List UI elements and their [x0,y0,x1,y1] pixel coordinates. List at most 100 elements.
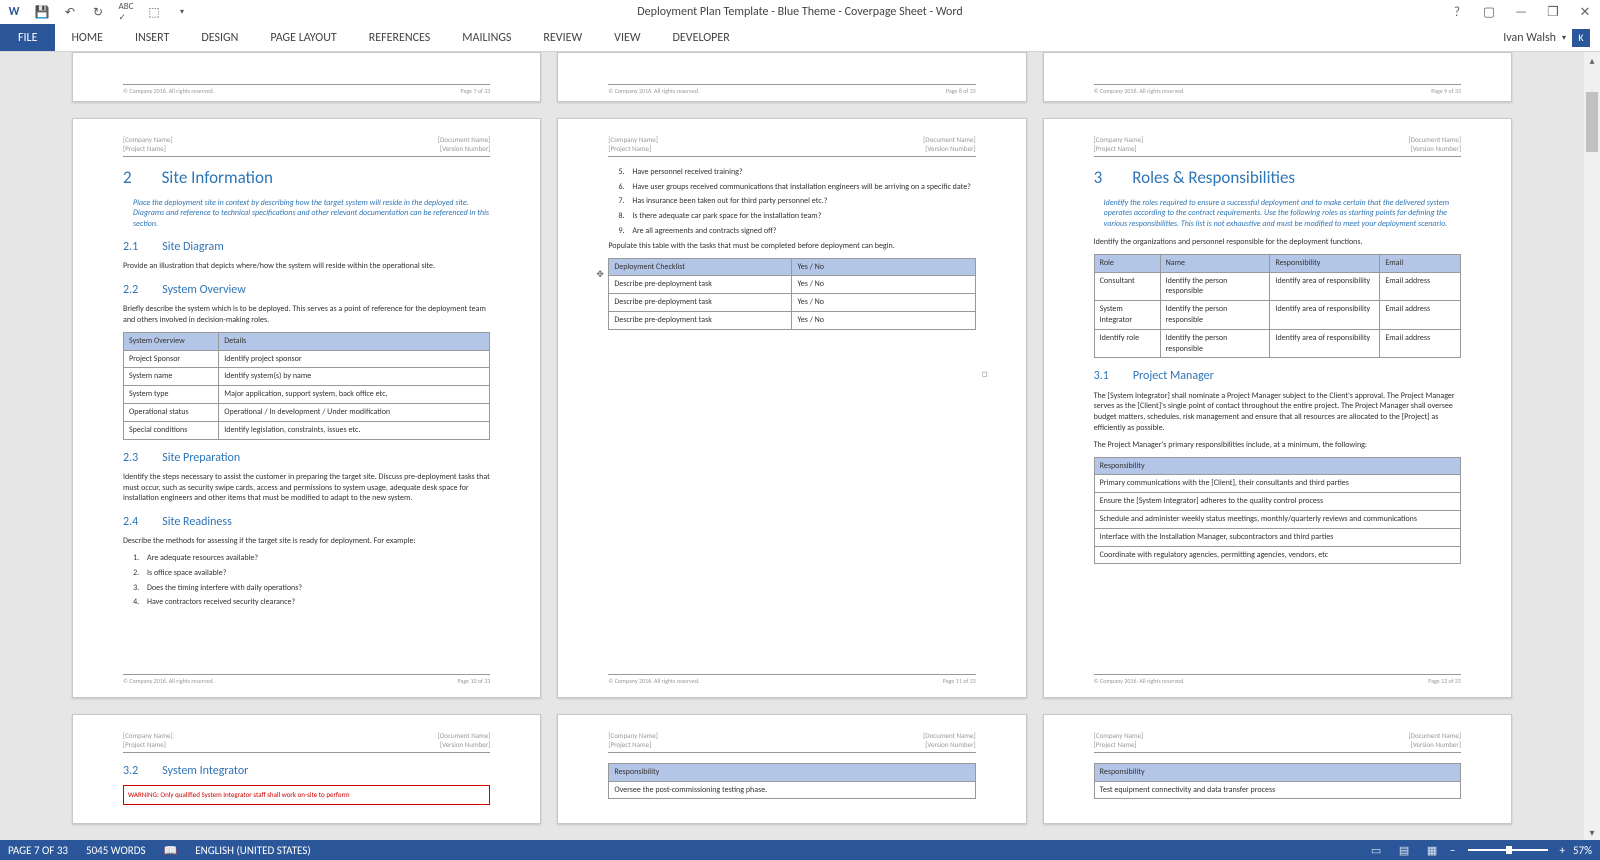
footer-copyright: © Company 2016. All rights reserved. [608,677,699,685]
intro-note: Identify the roles required to ensure a … [1104,198,1461,229]
window-controls: ? ▢ — ❐ ✕ [1446,1,1596,23]
print-layout-icon[interactable]: ▤ [1394,842,1414,858]
td: Special conditions [124,421,219,439]
footer-page: Page 9 of 33 [1431,87,1461,95]
body-text: The [System Integrator] shall nominate a… [1094,391,1461,434]
proofing-icon[interactable]: 📖 [164,844,178,857]
h1-text: Roles & Responsibilities [1132,167,1295,190]
list-item: Have contractors received security clear… [141,597,490,608]
quick-access-toolbar: W 💾 ↶ ↻ ABC✓ ⬚ ▾ [0,2,192,22]
zoom-level[interactable]: 57% [1573,844,1592,857]
redo-icon[interactable]: ↻ [88,2,108,22]
help-icon[interactable]: ? [1446,1,1468,23]
tab-references[interactable]: REFERENCES [353,24,447,51]
user-avatar: K [1572,29,1590,47]
word-icon[interactable]: W [4,2,24,22]
ribbon-display-icon[interactable]: ▢ [1478,1,1500,23]
zoom-in-icon[interactable]: + [1560,844,1565,857]
tab-file[interactable]: FILE [0,24,55,51]
document-canvas[interactable]: © Company 2016. All rights reserved. Pag… [0,52,1584,840]
tab-pagelayout[interactable]: PAGE LAYOUT [254,24,352,51]
touch-mode-icon[interactable]: ⬚ [144,2,164,22]
status-words[interactable]: 5045 WORDS [86,844,146,857]
tab-home[interactable]: HOME [55,24,119,51]
td: Project Sponsor [124,350,219,368]
hdr-version: [Version Number] [925,740,975,749]
status-language[interactable]: ENGLISH (UNITED STATES) [195,844,310,857]
page-15-top: [Company Name][Project Name] [Document N… [1043,714,1512,824]
qat-dropdown-icon[interactable]: ▾ [172,2,192,22]
h2-num: 2.1 [123,239,138,255]
td: System type [124,386,219,404]
status-page[interactable]: PAGE 7 OF 33 [8,844,68,857]
body-text: Provide an illustration that depicts whe… [123,261,490,272]
deployment-checklist-table: Deployment ChecklistYes / No Describe pr… [608,258,975,330]
zoom-out-icon[interactable]: − [1450,844,1455,857]
footer-page: Page 11 of 33 [943,677,976,685]
tab-design[interactable]: DESIGN [185,24,254,51]
page-9-bottom: © Company 2016. All rights reserved. Pag… [1043,52,1512,102]
td: Email address [1380,329,1461,358]
footer-page: Page 12 of 33 [1428,677,1461,685]
close-icon[interactable]: ✕ [1574,1,1596,23]
page-8-bottom: © Company 2016. All rights reserved. Pag… [557,52,1026,102]
th: Yes / No [792,258,975,276]
h2-num: 2.3 [123,450,138,466]
hdr-project: [Project Name] [1094,144,1137,153]
th: System Overview [124,332,219,350]
list-item: Have user groups received communications… [626,182,975,193]
h2-num: 2.4 [123,514,138,530]
hdr-company: [Company Name] [1094,135,1144,144]
hdr-company: [Company Name] [1094,731,1144,740]
zoom-slider[interactable] [1468,849,1548,851]
td: Consultant [1094,272,1160,301]
tab-insert[interactable]: INSERT [119,24,185,51]
page-13-top: [Company Name][Project Name] [Document N… [72,714,541,824]
page-11: ✥ ◻ [Company Name][Project Name] [Docume… [557,118,1026,698]
statusbar: PAGE 7 OF 33 5045 WORDS 📖 ENGLISH (UNITE… [0,840,1600,860]
hdr-version: [Version Number] [925,144,975,153]
td: Schedule and administer weekly status me… [1094,510,1460,528]
tab-mailings[interactable]: MAILINGS [446,24,527,51]
list-item: Has insurance been taken out for third p… [626,196,975,207]
th: Deployment Checklist [609,258,792,276]
web-layout-icon[interactable]: ▦ [1422,842,1442,858]
body-text: Populate this table with the tasks that … [608,241,975,252]
save-icon[interactable]: 💾 [32,2,52,22]
tab-developer[interactable]: DEVELOPER [657,24,746,51]
footer-page: Page 10 of 33 [457,677,490,685]
hdr-docname: [Document Name] [923,135,976,144]
minimize-icon[interactable]: — [1510,1,1532,23]
tab-view[interactable]: VIEW [598,24,656,51]
user-name: Ivan Walsh [1503,31,1556,45]
scroll-up-icon[interactable]: ▴ [1584,52,1600,68]
td: Identify the person responsible [1160,301,1270,330]
hdr-project: [Project Name] [123,740,166,749]
table-anchor-icon[interactable]: ✥ [596,269,604,281]
hdr-company: [Company Name] [123,135,173,144]
h2-num: 3.2 [123,763,138,779]
body-text: Describe the methods for assessing if th… [123,536,490,547]
td: Identify project sponsor [219,350,490,368]
resize-handle-icon[interactable]: ◻ [982,369,988,378]
hdr-project: [Project Name] [608,740,651,749]
tab-review[interactable]: REVIEW [527,24,598,51]
spellcheck-icon[interactable]: ABC✓ [116,2,136,22]
read-mode-icon[interactable]: ▭ [1366,842,1386,858]
h2-text: Site Readiness [162,514,232,530]
hdr-project: [Project Name] [608,144,651,153]
vertical-scrollbar[interactable]: ▴ ▾ [1584,52,1600,840]
th: Details [219,332,490,350]
maximize-icon[interactable]: ❐ [1542,1,1564,23]
undo-icon[interactable]: ↶ [60,2,80,22]
hdr-version: [Version Number] [440,740,490,749]
th: Responsibility [1094,763,1460,781]
td: Oversee the post-commissioning testing p… [609,781,975,799]
list-item: Have personnel received training? [626,167,975,178]
td: Identify area of responsibility [1270,301,1380,330]
scroll-thumb[interactable] [1586,92,1598,152]
scroll-down-icon[interactable]: ▾ [1584,824,1600,840]
td: Identify the person responsible [1160,329,1270,358]
user-account[interactable]: Ivan Walsh ▾ K [1503,24,1600,51]
page-12: [Company Name][Project Name] [Document N… [1043,118,1512,698]
